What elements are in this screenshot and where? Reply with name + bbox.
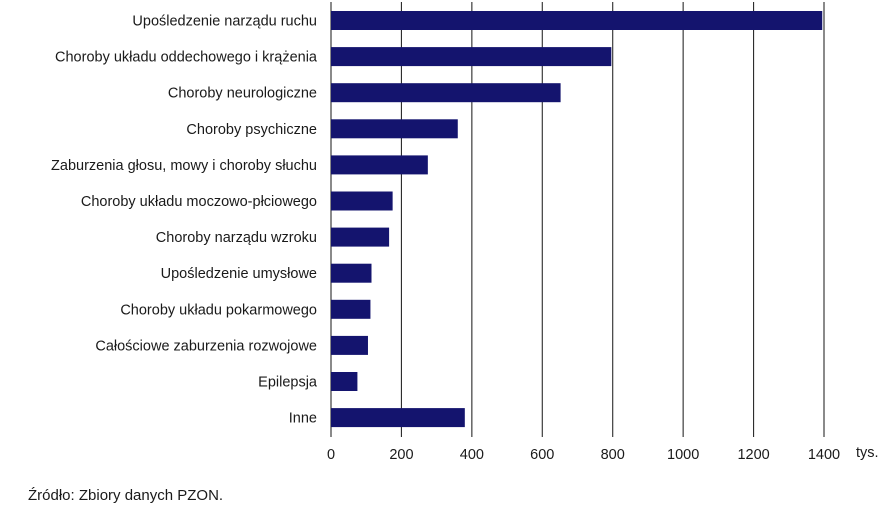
category-label: Epilepsja [258, 375, 318, 391]
bar [331, 227, 390, 247]
x-tick-label: 0 [327, 447, 335, 463]
bar [331, 47, 612, 67]
bar [331, 408, 465, 428]
x-tick-label: 1200 [737, 447, 769, 463]
category-label: Całościowe zaburzenia rozwojowe [95, 338, 317, 354]
category-label: Choroby układu pokarmowego [120, 302, 317, 318]
category-label: Choroby neurologiczne [168, 86, 317, 102]
bar [331, 299, 371, 319]
category-labels: Upośledzenie narządu ruchu Choroby układu… [51, 14, 318, 427]
bar [331, 119, 458, 139]
x-tick-label: 1400 [808, 447, 840, 463]
x-tick-label: 600 [530, 447, 554, 463]
x-tick-label: 1000 [667, 447, 699, 463]
category-label: Zaburzenia głosu, mowy i choroby słuchu [51, 158, 317, 174]
bar [331, 263, 372, 283]
x-unit-label: tys. [856, 445, 879, 461]
category-label: Inne [289, 411, 317, 427]
category-label: Choroby narządu wzroku [156, 230, 317, 246]
bar [331, 335, 368, 355]
bar [331, 83, 561, 103]
bar-chart: Upośledzenie narządu ruchu Choroby układu… [51, 2, 879, 463]
x-tick-labels: 0 200 400 600 800 1000 1200 1400 [327, 447, 840, 463]
bar [331, 11, 823, 30]
x-tick-label: 800 [601, 447, 625, 463]
source-note: Źródło: Zbiory danych PZON. [28, 487, 224, 504]
bar [331, 372, 358, 391]
category-label: Upośledzenie narządu ruchu [132, 14, 317, 30]
category-label: Choroby układu moczowo-płciowego [81, 194, 317, 210]
gridlines [330, 2, 825, 437]
bar [331, 191, 393, 211]
bars [331, 11, 823, 428]
x-tick-label: 200 [389, 447, 413, 463]
category-label: Choroby układu oddechowego i krążenia [55, 50, 318, 66]
x-tick-label: 400 [460, 447, 484, 463]
bar [331, 155, 428, 175]
category-label: Choroby psychiczne [186, 122, 317, 138]
category-label: Upośledzenie umysłowe [161, 266, 317, 282]
